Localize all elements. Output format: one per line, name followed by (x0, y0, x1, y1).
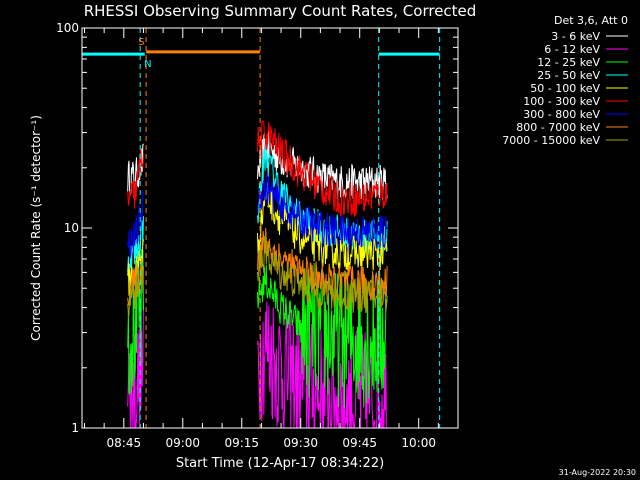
series-line (127, 248, 144, 395)
series-line (127, 216, 144, 275)
series-line (257, 120, 388, 217)
legend-label: 3 - 6 keV (551, 30, 600, 43)
series-7000-15000-kev (127, 235, 388, 316)
y-axis-label: Corrected Count Rate (s⁻¹ detector⁻¹) (29, 115, 43, 341)
legend-header: Det 3,6, Att 0 (554, 14, 628, 27)
series-layer (127, 120, 388, 429)
axis-layer: 1 10 100 08:45 09:00 09:15 09:30 09:45 10:00 (56, 21, 459, 450)
legend-label: 6 - 12 keV (544, 43, 600, 56)
y-tick-label: 10 (64, 221, 79, 235)
flag-label: N (144, 59, 151, 70)
footer-date: 31-Aug-2022 20:30 (559, 468, 636, 477)
legend-label: 12 - 25 keV (537, 56, 600, 69)
series-line (257, 235, 388, 314)
chart-title: RHESSI Observing Summary Count Rates, Co… (84, 2, 477, 20)
flag-layer: SN (82, 37, 440, 70)
x-tick-label: 08:45 (107, 436, 142, 450)
legend-label: 25 - 50 keV (537, 69, 600, 82)
legend-label: 7000 - 15000 keV (502, 134, 600, 147)
legend-label: 50 - 100 keV (530, 82, 600, 95)
x-tick-label: 10:00 (401, 436, 436, 450)
marker-layer (139, 28, 441, 428)
series-line (127, 266, 144, 316)
series-300-800-kev (127, 172, 388, 259)
x-tick-label: 09:00 (165, 436, 200, 450)
y-tick-label: 1 (71, 421, 79, 435)
x-tick-label: 09:45 (342, 436, 377, 450)
legend-label: 100 - 300 keV (523, 95, 600, 108)
flag-label: S (138, 37, 144, 48)
x-tick-label: 09:15 (224, 436, 259, 450)
series-line (127, 148, 144, 209)
series-line (127, 191, 144, 259)
series-line (257, 172, 388, 251)
y-tick-label: 100 (56, 21, 79, 35)
x-axis-label: Start Time (12-Apr-17 08:34:22) (176, 456, 384, 471)
legend-label: 300 - 800 keV (523, 108, 600, 121)
series-100-300-kev (127, 120, 388, 217)
legend-label: 800 - 7000 keV (516, 121, 600, 134)
x-tick-label: 09:30 (283, 436, 318, 450)
